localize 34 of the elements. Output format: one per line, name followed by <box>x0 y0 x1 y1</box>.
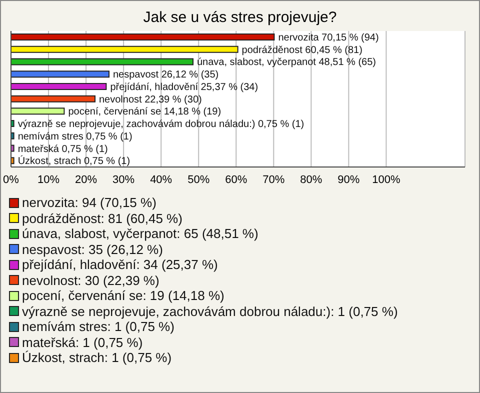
x-tick-label: 10% <box>38 174 60 186</box>
x-tick-label: 100% <box>372 174 400 186</box>
legend-label: Úzkost, strach: 1 (0,75 %) <box>22 350 172 366</box>
chart-title: Jak se u vás stres projevuje? <box>142 9 338 28</box>
legend-label: podrážděnost: 81 (60,45 %) <box>22 210 182 226</box>
data-label: Úzkost, strach 0,75 % (1) <box>18 155 130 168</box>
legend-label: nevolnost: 30 (22,39 %) <box>22 272 160 288</box>
x-tick-label: 0% <box>3 174 20 186</box>
x-tick-label: 50% <box>188 174 210 186</box>
legend-label: únava, slabost, vyčerpanot: 65 (48,51 %) <box>22 226 258 242</box>
x-tick-label: 20% <box>75 174 98 186</box>
x-tick-label: 60% <box>225 174 248 186</box>
legend-label: nespavost: 35 (26,12 %) <box>22 242 163 257</box>
x-tick-label: 80% <box>300 174 322 186</box>
data-label: přejídání, hladovění 25,37 % (34) <box>110 82 258 93</box>
legend-label: pocení, červenání se: 19 (14,18 %) <box>22 288 224 304</box>
data-label: podrážděnost 60,45 % (81) <box>242 44 362 56</box>
x-tick-label: 40% <box>150 174 172 186</box>
data-label: nemívám stres 0,75 % (1) <box>18 131 132 142</box>
data-label: nevolnost 22,39 % (30) <box>99 94 202 106</box>
data-label: mateřská 0,75 % (1) <box>18 144 108 155</box>
data-label: nervozita 70,15 % (94) <box>278 32 379 44</box>
legend-label: mateřská: 1 (0,75 %) <box>22 334 143 350</box>
data-label: nespavost 26,12 % (35) <box>113 70 219 81</box>
data-label: únava, slabost, vyčerpanot 48,51 % (65) <box>197 57 376 68</box>
data-label: pocení, červenání se 14,18 % (19) <box>68 106 222 118</box>
x-tick-label: 30% <box>112 174 135 186</box>
legend-label: výrazně se neprojevuje, zachovávám dobrou náladu:): 1 (0,75 %) <box>22 304 398 319</box>
legend-label: přejídání, hladovění: 34 (25,37 %) <box>22 257 218 272</box>
x-tick-label: 70% <box>262 174 285 186</box>
legend-label: nemívám stres: 1 (0,75 %) <box>22 319 174 334</box>
data-label: výrazně se neprojevuje, zachovávám dobrou náladu:) 0,75 % (1) <box>18 119 304 130</box>
legend-label: nervozita: 94 (70,15 %) <box>22 195 156 210</box>
x-tick-label: 90% <box>338 174 360 186</box>
